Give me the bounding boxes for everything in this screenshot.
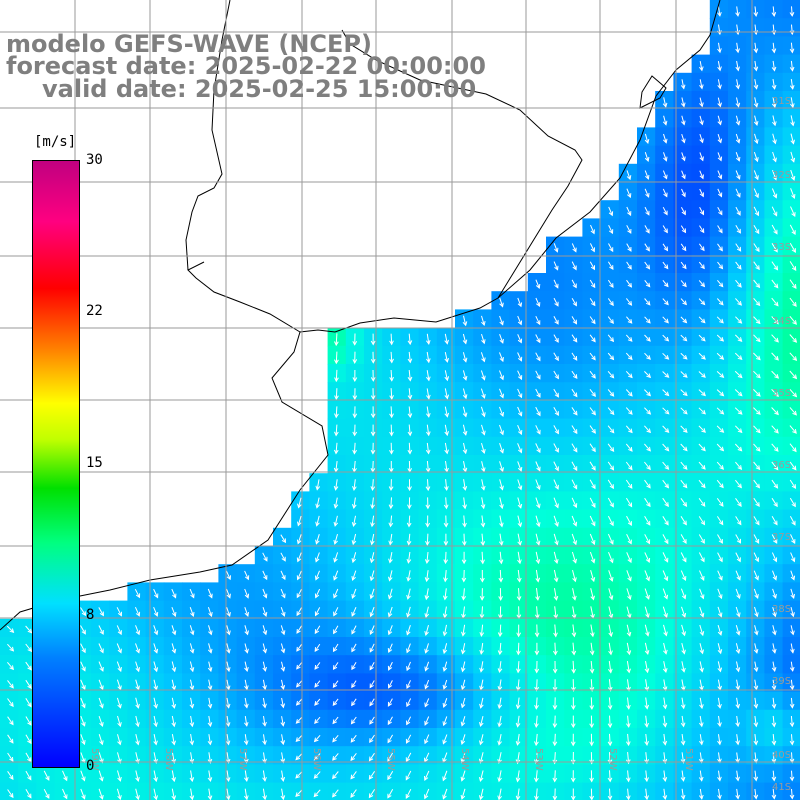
speed-cell bbox=[782, 254, 800, 274]
latitude-label: 33S bbox=[772, 242, 791, 253]
latitude-label: 37S bbox=[772, 532, 791, 543]
speed-cell bbox=[782, 564, 800, 583]
colorbar-tick-15: 15 bbox=[86, 455, 103, 471]
speed-cell bbox=[782, 473, 800, 492]
speed-cell bbox=[782, 200, 800, 219]
longitude-label: 55W bbox=[385, 748, 396, 771]
colorbar-tick-22: 22 bbox=[86, 303, 103, 319]
longitude-label: 56W bbox=[311, 748, 322, 771]
wind-arrow bbox=[717, 6, 722, 17]
latitude-label: 35S bbox=[772, 388, 791, 399]
longitude-label: 51W bbox=[683, 748, 694, 771]
wind-arrow bbox=[717, 42, 722, 54]
longitude-label: 52W bbox=[607, 748, 618, 771]
latitude-label: 32S bbox=[772, 170, 791, 181]
wind-arrow bbox=[789, 42, 795, 54]
wind-arrow bbox=[789, 6, 795, 17]
latitude-label: 36S bbox=[772, 460, 791, 471]
colorbar-tick-0: 0 bbox=[86, 758, 95, 774]
colorbar-tick-30: 30 bbox=[86, 152, 103, 168]
colorbar-tick-8: 8 bbox=[86, 607, 95, 623]
speed-cell bbox=[782, 400, 800, 420]
wind-arrow bbox=[699, 61, 704, 72]
longitude-label: 54W bbox=[459, 748, 470, 771]
wind-arrow bbox=[717, 61, 722, 72]
wind-arrow bbox=[753, 42, 759, 54]
longitude-label: 53W bbox=[533, 748, 544, 771]
latitude-label: 41S bbox=[772, 782, 791, 793]
wind-arrows bbox=[6, 6, 798, 800]
latitude-label: 39S bbox=[772, 676, 791, 687]
latitude-label: 34S bbox=[772, 316, 791, 327]
latitude-label: 40S bbox=[772, 750, 791, 761]
colorbar bbox=[32, 160, 80, 768]
wind-arrow bbox=[771, 6, 777, 17]
speed-cell bbox=[782, 327, 800, 347]
longitude-label: 57W bbox=[237, 748, 248, 771]
wind-arrow bbox=[771, 42, 777, 54]
valid-date: valid date: 2025-02-25 15:00:00 bbox=[42, 75, 477, 103]
wind-arrow bbox=[735, 42, 740, 54]
speed-cell bbox=[782, 436, 800, 456]
longitude-label: 58W bbox=[163, 748, 174, 771]
wind-arrow bbox=[735, 60, 740, 72]
latitude-label: 31S bbox=[772, 96, 791, 107]
wind-arrow bbox=[735, 6, 740, 17]
colorbar-units: [m/s] bbox=[34, 134, 77, 150]
wind-arrow bbox=[753, 6, 759, 17]
speed-cell bbox=[782, 491, 800, 511]
latitude-label: 38S bbox=[772, 604, 791, 615]
